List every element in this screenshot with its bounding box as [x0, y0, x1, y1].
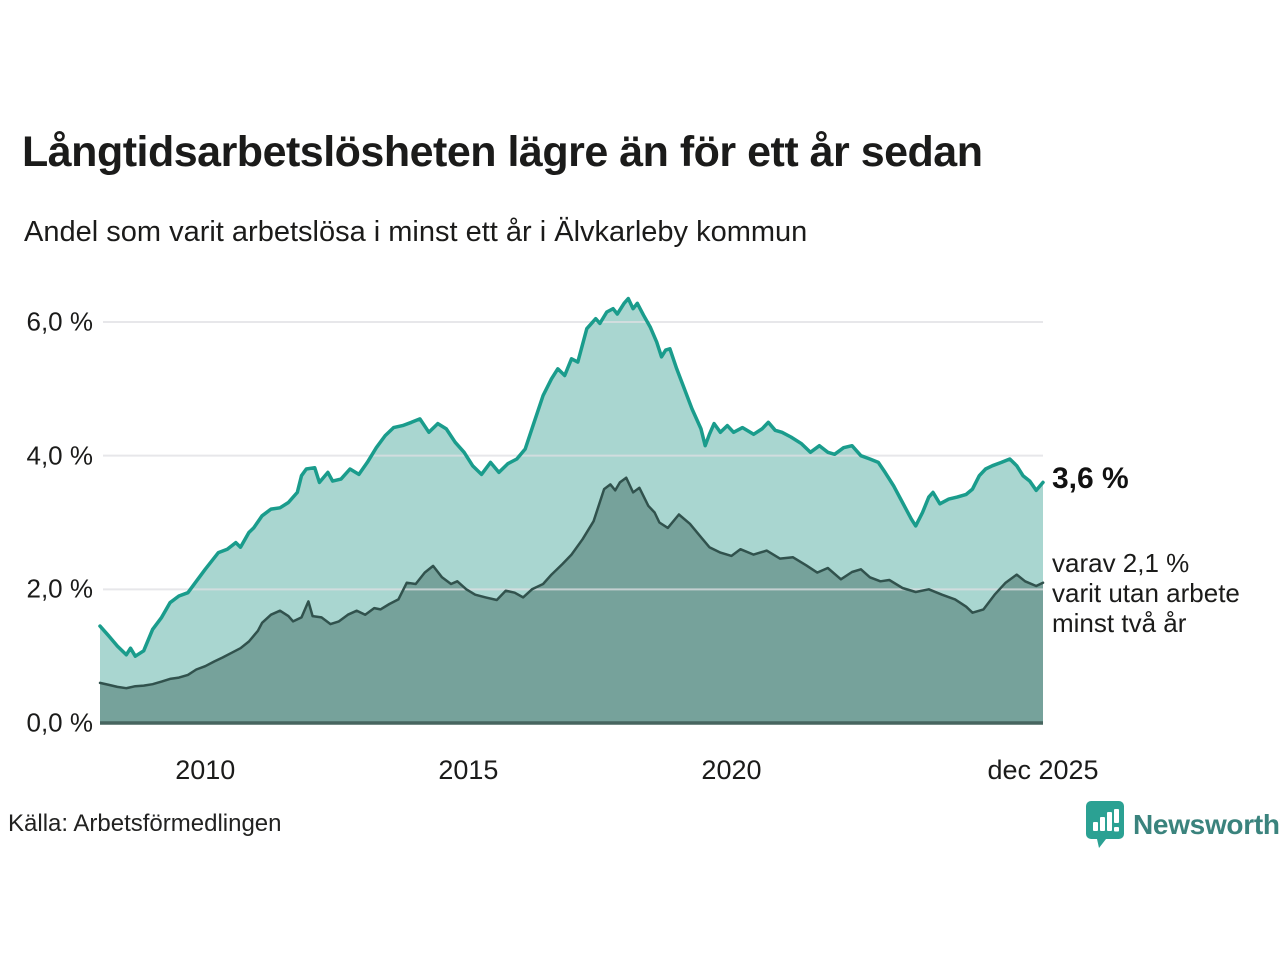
newsworthy-logo: Newsworthy: [1085, 800, 1280, 849]
y-tick-label-4: 4,0 %: [26, 440, 94, 471]
detail-annotation: varav 2,1 % varit utan arbete minst två …: [1052, 548, 1272, 638]
y-tick-label-6: 6,0 %: [26, 306, 94, 337]
x-tick-label-2010: 2010: [175, 755, 236, 785]
y-tick-label-0: 0,0 %: [26, 707, 94, 738]
source-attribution: Källa: Arbetsförmedlingen: [8, 810, 282, 837]
newsworthy-logo-text: Newsworthy: [1133, 808, 1280, 840]
detail-annotation-line1: varav 2,1 %: [1052, 548, 1190, 578]
x-tick-label-dec-2025: dec 2025: [987, 755, 1099, 785]
y-tick-label-2: 2,0 %: [26, 573, 94, 604]
detail-annotation-line3: minst två år: [1052, 608, 1187, 638]
series2-line: [98, 476, 1045, 690]
series2-area-fill: [100, 477, 1043, 723]
page-subtitle: Andel som varit arbetslösa i minst ett å…: [24, 216, 808, 248]
newsworthy-pin-icon: [1086, 801, 1124, 848]
series1-line: [98, 296, 1045, 658]
x-tick-label-2015: 2015: [438, 755, 499, 785]
page-title: Långtidsarbetslösheten lägre än för ett …: [22, 128, 983, 176]
x-tick-label-2020: 2020: [701, 755, 762, 785]
latest-value-label: 3,6 %: [1052, 462, 1129, 495]
detail-annotation-line2: varit utan arbete: [1052, 578, 1240, 608]
